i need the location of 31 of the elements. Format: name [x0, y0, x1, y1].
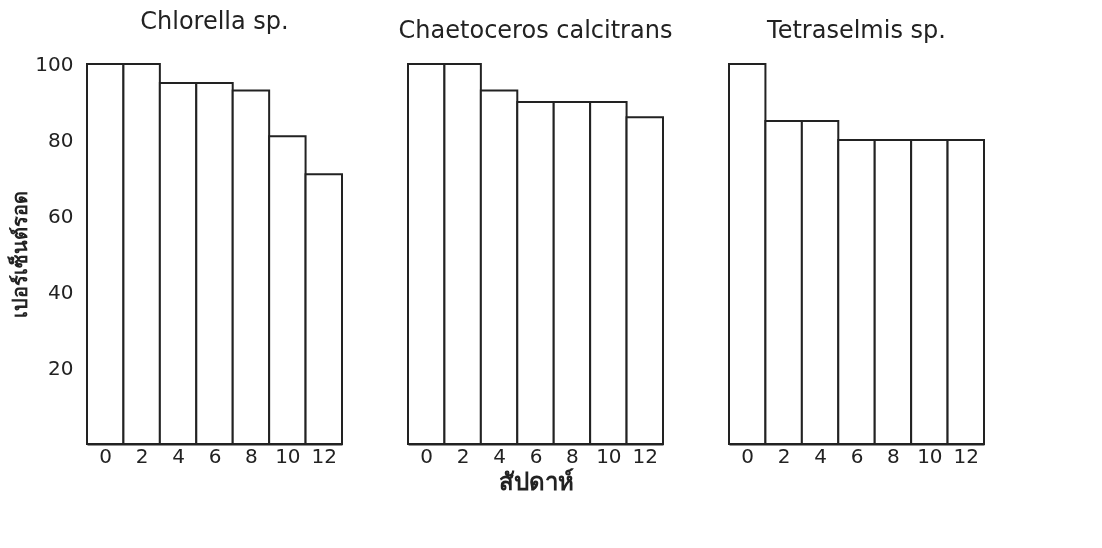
x-tick-label: 6: [208, 443, 222, 468]
x-tick-label: 2: [456, 443, 470, 468]
y-axis-title: เปอร์เซ็นต์รอด: [7, 191, 33, 318]
chart-title: Tetraselmis sp.: [766, 16, 946, 44]
chart-title: Chlorella sp.: [140, 7, 289, 35]
chart-title: Chaetoceros calcitrans: [398, 16, 673, 44]
x-tick-label: 6: [850, 443, 864, 468]
x-axis-title: สัปดาห์: [498, 467, 574, 496]
y-tick-label: 40: [48, 279, 74, 304]
x-tick-label: 10: [275, 443, 301, 468]
x-tick-label: 8: [566, 443, 579, 468]
x-tick-label: 10: [917, 443, 943, 468]
x-tick-label: 4: [493, 443, 506, 468]
y-tick-label: 60: [48, 203, 74, 228]
x-tick-label: 2: [135, 443, 149, 468]
x-tick-label: 10: [596, 443, 622, 468]
x-tick-label: 12: [311, 443, 338, 468]
x-tick-label: 0: [99, 443, 113, 468]
y-tick-label: 20: [48, 355, 74, 380]
x-tick-label: 12: [632, 443, 659, 468]
x-tick-label: 12: [953, 443, 980, 468]
x-tick-label: 2: [777, 443, 791, 468]
x-tick-label: 4: [172, 443, 185, 468]
x-tick-label: 8: [887, 443, 900, 468]
x-tick-label: 0: [420, 443, 434, 468]
x-tick-label: 0: [741, 443, 755, 468]
x-tick-label: 4: [814, 443, 827, 468]
y-tick-label: 100: [35, 51, 74, 76]
x-tick-label: 8: [245, 443, 258, 468]
x-tick-label: 6: [529, 443, 543, 468]
y-tick-label: 80: [48, 127, 74, 152]
